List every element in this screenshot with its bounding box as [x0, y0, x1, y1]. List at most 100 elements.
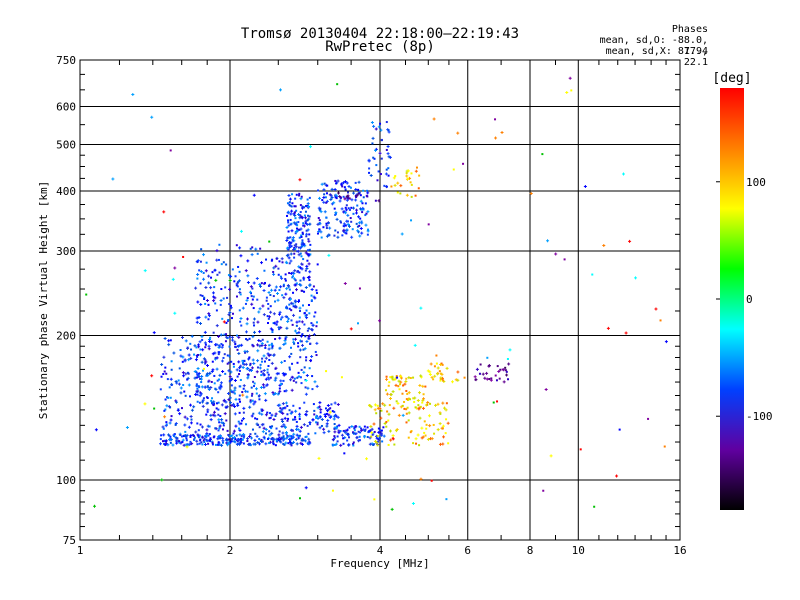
data-point [236, 334, 239, 337]
data-point [179, 391, 183, 395]
data-point [313, 413, 316, 416]
data-point [246, 390, 249, 393]
data-point [212, 404, 215, 407]
data-point [277, 267, 280, 270]
data-point [299, 279, 302, 282]
data-point [366, 195, 369, 198]
data-point [335, 217, 339, 221]
data-point [357, 188, 360, 191]
data-point [202, 439, 205, 442]
data-point [385, 420, 388, 423]
data-point [260, 440, 264, 444]
data-point [194, 286, 198, 290]
data-point [231, 312, 234, 315]
data-point [396, 376, 399, 379]
data-point [303, 214, 306, 217]
data-point [279, 285, 283, 289]
data-point [409, 398, 412, 401]
data-point [204, 346, 207, 349]
data-point [216, 402, 219, 405]
data-point [241, 438, 244, 441]
data-point [297, 246, 300, 249]
data-point [170, 415, 173, 418]
data-point [258, 398, 261, 401]
data-point [274, 366, 278, 370]
data-point [405, 412, 408, 415]
data-point [307, 303, 310, 306]
data-point [213, 382, 216, 385]
data-point [475, 367, 479, 371]
data-point [364, 223, 368, 227]
data-point [298, 316, 301, 319]
data-point [254, 432, 257, 435]
data-point [207, 379, 211, 383]
data-point [436, 428, 440, 432]
data-point [416, 398, 420, 402]
data-point [306, 219, 309, 222]
data-point [340, 433, 344, 437]
data-point [209, 437, 212, 440]
data-point [190, 408, 194, 412]
data-point [361, 428, 365, 432]
data-point [262, 354, 266, 358]
data-point [266, 340, 269, 343]
data-point [253, 375, 256, 378]
data-point [143, 402, 147, 406]
data-point [293, 256, 296, 259]
data-point [429, 362, 433, 366]
data-point [238, 373, 241, 376]
data-point [403, 400, 406, 403]
data-point [430, 375, 434, 379]
data-point [394, 175, 397, 178]
data-point [217, 426, 221, 430]
data-point [240, 324, 243, 327]
data-point [425, 423, 428, 426]
data-point [285, 254, 289, 258]
data-point [377, 427, 380, 430]
data-point [290, 209, 294, 213]
data-point [272, 440, 275, 443]
data-point [275, 320, 279, 324]
data-point [286, 413, 289, 416]
data-point [193, 344, 197, 348]
data-point [305, 359, 308, 362]
data-point [358, 207, 362, 211]
data-point [218, 373, 222, 377]
data-point [164, 442, 168, 446]
data-point [308, 279, 311, 282]
data-point [387, 155, 391, 159]
data-point [366, 191, 370, 195]
data-point [244, 389, 248, 393]
data-point [409, 431, 412, 434]
data-point [275, 427, 278, 430]
data-point [307, 205, 311, 209]
data-point [221, 369, 225, 373]
data-point [269, 294, 272, 297]
data-point [309, 342, 312, 345]
data-point [210, 399, 213, 402]
data-point [200, 335, 204, 339]
data-point [414, 169, 418, 173]
data-point [424, 434, 427, 437]
data-point [207, 347, 211, 351]
data-point [287, 285, 291, 289]
data-point [213, 414, 217, 418]
data-point [284, 315, 288, 319]
data-point [289, 441, 292, 444]
data-point [447, 442, 450, 445]
data-point [285, 225, 289, 229]
data-point [308, 270, 312, 274]
data-point [292, 418, 295, 421]
data-point [257, 423, 260, 426]
data-point [396, 191, 399, 194]
data-point [231, 338, 235, 342]
data-point [456, 131, 460, 135]
data-point [330, 403, 333, 406]
data-point [289, 378, 293, 382]
data-point [237, 351, 241, 355]
data-point [182, 384, 185, 387]
data-point [277, 273, 280, 276]
data-point [198, 353, 202, 357]
data-point [436, 366, 440, 370]
data-point [252, 307, 255, 310]
